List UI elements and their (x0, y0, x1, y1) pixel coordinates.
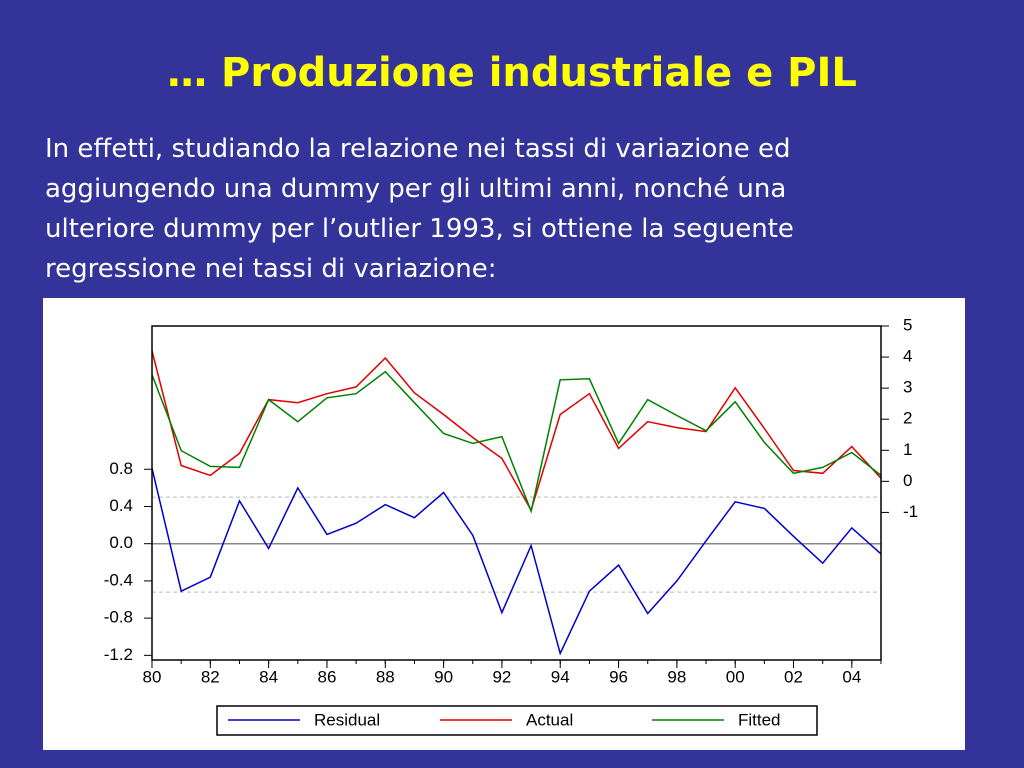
series-line (151, 350, 882, 513)
plot-frame (151, 325, 882, 661)
body-line: ulteriore dummy per l’outlier 1993, si o… (45, 214, 794, 244)
y-tick-label: -0.4 (104, 570, 133, 589)
x-tick-label: 94 (551, 667, 570, 686)
y-tick-label: 0.0 (109, 533, 133, 552)
x-tick-label: 80 (143, 667, 162, 686)
y2-tick-label: 0 (903, 471, 912, 490)
body-line: aggiungendo una dummy per gli ultimi ann… (45, 174, 786, 204)
series-line (151, 468, 882, 656)
x-tick-label: 90 (434, 667, 453, 686)
x-tick-label: 98 (667, 667, 686, 686)
legend-label: Actual (526, 710, 573, 729)
x-tick-label: 96 (609, 667, 628, 686)
body-text: In effetti, studiando la relazione nei t… (45, 134, 794, 284)
slide-title: … Produzione industriale e PIL (167, 50, 857, 96)
y2-tick-label: 5 (903, 315, 912, 334)
y-tick-label: -1.2 (104, 645, 133, 664)
y2-tick-label: -1 (903, 502, 918, 521)
x-tick-label: 00 (726, 667, 745, 686)
body-line: In effetti, studiando la relazione nei t… (45, 134, 791, 164)
y2-tick-label: 1 (903, 440, 912, 459)
x-tick-label: 88 (376, 667, 395, 686)
y2-tick-label: 2 (903, 409, 912, 428)
chart-panel (43, 298, 965, 750)
chart: -1.2 -0.8 -0.4 0.0 0.4 0.8 -1 0 1 2 3 4 5 80 82 84 86 88 9… (104, 315, 918, 736)
y2-tick-label: 3 (903, 378, 912, 397)
x-tick-label: 04 (842, 667, 861, 686)
legend-label: Fitted (738, 710, 781, 729)
y-tick-label: 0.8 (109, 459, 133, 478)
x-tick-label: 92 (492, 667, 511, 686)
series-line (151, 370, 882, 514)
x-tick-label: 86 (317, 667, 336, 686)
x-tick-label: 84 (259, 667, 278, 686)
legend-label: Residual (314, 710, 380, 729)
y-tick-label: 0.4 (109, 496, 133, 515)
x-tick-label: 82 (201, 667, 220, 686)
y2-tick-label: 4 (903, 347, 912, 366)
y-tick-label: -0.8 (104, 608, 133, 627)
body-line: regressione nei tassi di variazione: (45, 254, 497, 284)
legend-box (216, 705, 818, 736)
x-tick-label: 02 (784, 667, 803, 686)
